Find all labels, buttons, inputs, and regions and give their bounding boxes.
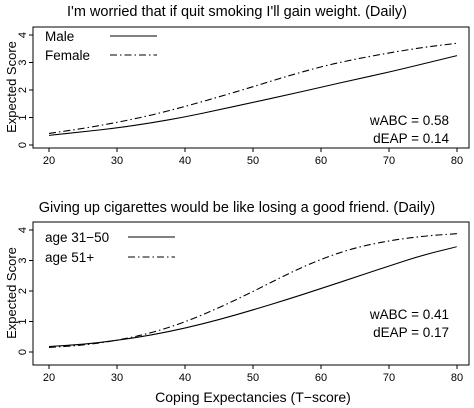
plot-frame [32, 221, 470, 366]
stat-wabc: wABC = 0.41 [369, 307, 449, 322]
y-tick-label: 0 [17, 142, 29, 148]
legend-label: Female [45, 48, 90, 63]
x-tick-label: 60 [315, 155, 327, 167]
legend: age 31−50 age 51+ [45, 230, 175, 265]
x-tick-label: 20 [43, 372, 55, 384]
y-tick-label: 4 [17, 227, 29, 233]
y-ticks: 0 1 2 3 4 [17, 32, 33, 148]
x-tick-label: 50 [247, 372, 259, 384]
y-axis-label: Expected Score [4, 41, 19, 133]
y-axis-label: Expected Score [4, 247, 19, 339]
legend-label: age 31−50 [45, 230, 109, 245]
x-tick-label: 70 [383, 372, 395, 384]
series-line [48, 55, 458, 136]
panel-losing-friend: Giving up cigarettes would be like losin… [4, 200, 470, 405]
stat-deap: dEAP = 0.14 [373, 131, 449, 146]
y-tick-label: 3 [17, 59, 29, 65]
y-tick-label: 4 [17, 32, 29, 38]
plot-frame [32, 26, 470, 149]
series-lines [48, 42, 458, 136]
y-tick-label: 1 [17, 114, 29, 120]
x-tick-label: 30 [111, 155, 123, 167]
y-tick-label: 2 [17, 87, 29, 93]
y-ticks: 0 1 2 3 4 [17, 227, 33, 355]
x-tick-label: 70 [383, 155, 395, 167]
x-ticks: 20 30 40 50 60 70 80 [43, 365, 463, 384]
y-tick-label: 1 [17, 318, 29, 324]
x-tick-label: 30 [111, 372, 123, 384]
x-tick-label: 20 [43, 155, 55, 167]
x-tick-label: 40 [179, 372, 191, 384]
panel-title: Giving up cigarettes would be like losin… [39, 200, 436, 216]
x-tick-label: 50 [247, 155, 259, 167]
x-tick-label: 40 [179, 155, 191, 167]
y-tick-label: 0 [17, 349, 29, 355]
y-tick-label: 2 [17, 288, 29, 294]
x-tick-label: 60 [315, 372, 327, 384]
x-tick-label: 80 [451, 372, 463, 384]
x-axis-label: Coping Expectancies (T−score) [155, 389, 351, 405]
series-line [48, 233, 458, 348]
y-tick-label: 3 [17, 257, 29, 263]
x-ticks: 20 30 40 50 60 70 80 [43, 148, 463, 167]
legend-label: Male [45, 29, 74, 44]
series-line [48, 42, 458, 134]
stat-wabc: wABC = 0.58 [369, 113, 449, 128]
legend: Male Female [45, 29, 157, 63]
panel-weight-gain: I'm worried that if quit smoking I'll ga… [4, 4, 470, 167]
panel-title: I'm worried that if quit smoking I'll ga… [67, 4, 407, 20]
series-lines [48, 233, 458, 348]
stat-deap: dEAP = 0.17 [373, 325, 449, 340]
x-tick-label: 80 [451, 155, 463, 167]
legend-label: age 51+ [45, 250, 94, 265]
